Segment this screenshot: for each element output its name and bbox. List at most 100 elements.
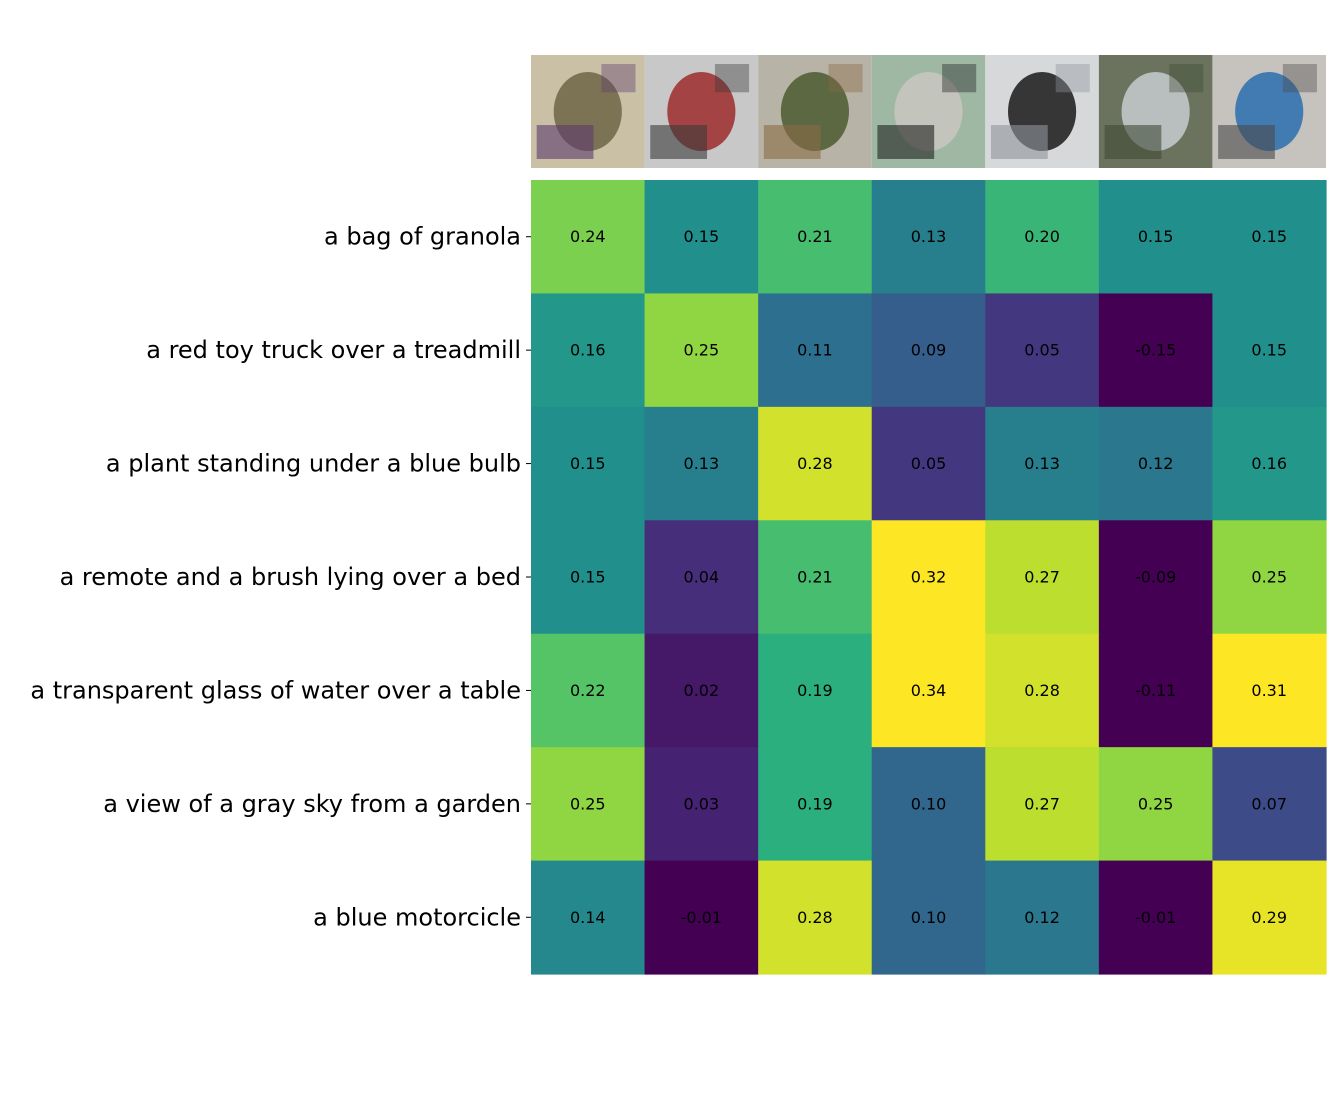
cell-value-label: 0.29 xyxy=(1251,908,1287,927)
heatmap-cell xyxy=(644,633,759,748)
cell-value-label: 0.20 xyxy=(1024,227,1060,246)
heatmap-cells: 0.24 0.15 0.21 0.13 0.20 0.15 0.15 0.16 0.25 0.11… xyxy=(531,180,1327,975)
cell-value-label: 0.25 xyxy=(570,794,606,813)
heatmap-cell xyxy=(531,520,646,635)
heatmap-cell xyxy=(1098,406,1214,521)
heatmap-cell xyxy=(985,180,1100,295)
heatmap-cell xyxy=(871,406,986,521)
cell-value-label: -0.09 xyxy=(1135,568,1176,587)
row-label: a view of a gray sky from a garden xyxy=(103,790,521,818)
heatmap-cell xyxy=(1212,520,1327,635)
heatmap-cell xyxy=(644,747,759,862)
heatmap-cell xyxy=(985,747,1100,862)
cell-value-label: 0.24 xyxy=(570,227,606,246)
cell-value-label: 0.21 xyxy=(797,227,833,246)
heatmap-cell xyxy=(644,520,759,635)
thumbnail-detail xyxy=(1218,125,1275,159)
thumbnail-detail xyxy=(763,125,821,159)
row-label: a bag of granola xyxy=(324,223,521,251)
cell-value-label: -0.11 xyxy=(1135,681,1176,700)
heatmap-cell xyxy=(644,406,759,521)
thumbnail-detail xyxy=(1055,64,1090,93)
heatmap-cell xyxy=(758,293,873,408)
cell-value-label: 0.10 xyxy=(911,794,947,813)
cell-value-label: 0.15 xyxy=(1251,341,1287,360)
cell-value-label: 0.19 xyxy=(797,681,833,700)
heatmap-cell xyxy=(531,633,646,748)
image-thumbnail xyxy=(531,55,645,168)
cell-value-label: 0.32 xyxy=(911,568,947,587)
heatmap-cell xyxy=(1098,860,1214,975)
cell-value-label: 0.15 xyxy=(570,568,606,587)
cell-value-label: 0.13 xyxy=(911,227,947,246)
heatmap-cell xyxy=(1098,747,1214,862)
cell-value-label: 0.15 xyxy=(684,227,720,246)
thumbnail-detail xyxy=(714,64,750,93)
cell-value-label: 0.19 xyxy=(797,794,833,813)
thumbnail-detail xyxy=(828,64,863,93)
cell-value-label: -0.15 xyxy=(1135,341,1176,360)
cell-value-label: 0.27 xyxy=(1024,568,1060,587)
heatmap-cell xyxy=(758,633,873,748)
heatmap-cell xyxy=(758,860,873,975)
heatmap-cell xyxy=(871,520,986,635)
cell-value-label: 0.05 xyxy=(1024,341,1060,360)
row-label: a transparent glass of water over a tabl… xyxy=(30,676,521,704)
cell-value-label: 0.03 xyxy=(684,794,720,813)
heatmap-cell xyxy=(531,860,646,975)
heatmap-cell xyxy=(1212,293,1327,408)
cell-value-label: 0.13 xyxy=(1024,454,1060,473)
heatmap-cell xyxy=(985,406,1100,521)
image-thumbnail-strip xyxy=(531,55,1326,168)
heatmap-cell xyxy=(871,860,986,975)
cell-value-label: -0.01 xyxy=(1135,908,1176,927)
heatmap-cell xyxy=(871,747,986,862)
cell-value-label: 0.31 xyxy=(1251,681,1287,700)
image-thumbnail xyxy=(871,55,986,168)
cell-value-label: 0.27 xyxy=(1024,794,1060,813)
thumbnail-detail xyxy=(990,125,1048,159)
row-tick-marks xyxy=(526,236,531,918)
heatmap-cell xyxy=(531,293,646,408)
heatmap-cell xyxy=(985,520,1100,635)
row-label: a plant standing under a blue bulb xyxy=(106,450,521,478)
heatmap-cell xyxy=(871,180,986,295)
row-labels: a bag of granola a red toy truck over a t… xyxy=(30,223,521,932)
thumbnail-detail xyxy=(1104,125,1162,159)
thumbnail-detail xyxy=(536,125,594,159)
cell-value-label: 0.09 xyxy=(911,341,947,360)
image-thumbnail xyxy=(1212,55,1326,168)
cell-value-label: 0.28 xyxy=(797,908,833,927)
cell-value-label: 0.16 xyxy=(570,341,606,360)
cell-value-label: 0.12 xyxy=(1024,908,1060,927)
thumbnail-detail xyxy=(601,64,636,93)
image-thumbnail xyxy=(644,55,759,168)
cell-value-label: 0.11 xyxy=(797,341,833,360)
heatmap-cell xyxy=(871,293,986,408)
cell-value-label: 0.16 xyxy=(1251,454,1287,473)
heatmap-cell xyxy=(644,180,759,295)
image-thumbnail xyxy=(758,55,872,168)
heatmap-cell xyxy=(758,406,873,521)
cell-value-label: 0.02 xyxy=(684,681,720,700)
cell-value-label: 0.10 xyxy=(911,908,947,927)
cell-value-label: 0.34 xyxy=(911,681,947,700)
cell-value-label: -0.01 xyxy=(681,908,722,927)
thumbnail-detail xyxy=(1282,64,1317,93)
thumbnail-detail xyxy=(650,125,708,159)
heatmap-cell xyxy=(758,180,873,295)
heatmap-cell xyxy=(1098,180,1214,295)
cell-value-label: 0.14 xyxy=(570,908,606,927)
row-label: a remote and a brush lying over a bed xyxy=(60,563,521,591)
heatmap-cell xyxy=(985,293,1100,408)
cell-value-label: 0.04 xyxy=(684,568,720,587)
heatmap-cell xyxy=(1212,860,1327,975)
heatmap-cell xyxy=(531,180,646,295)
heatmap-cell xyxy=(1212,406,1327,521)
thumbnail-detail xyxy=(1169,64,1204,93)
heatmap-cell xyxy=(985,633,1100,748)
cell-value-label: 0.13 xyxy=(684,454,720,473)
thumbnail-detail xyxy=(942,64,977,93)
cell-value-label: 0.28 xyxy=(797,454,833,473)
